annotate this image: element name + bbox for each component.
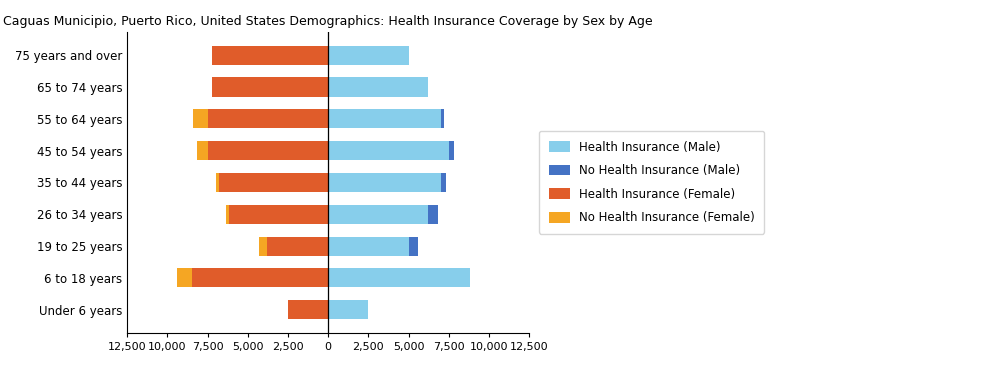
- Bar: [328, 173, 440, 192]
- Bar: [213, 77, 328, 97]
- Legend: Health Insurance (Male), No Health Insurance (Male), Health Insurance (Female), : Health Insurance (Male), No Health Insur…: [539, 131, 764, 234]
- Title: Caguas Municipio, Puerto Rico, United States Demographics: Health Insurance Cove: Caguas Municipio, Puerto Rico, United St…: [3, 15, 653, 28]
- Bar: [208, 141, 328, 160]
- Bar: [328, 205, 427, 224]
- Bar: [328, 237, 409, 256]
- Bar: [328, 268, 470, 287]
- Bar: [267, 237, 328, 256]
- Bar: [440, 173, 445, 192]
- Bar: [328, 77, 427, 97]
- Bar: [440, 109, 444, 128]
- Bar: [328, 141, 449, 160]
- Bar: [229, 205, 328, 224]
- Bar: [328, 109, 440, 128]
- Bar: [227, 205, 229, 224]
- Bar: [177, 268, 191, 287]
- Bar: [409, 237, 419, 256]
- Bar: [216, 173, 219, 192]
- Bar: [449, 141, 454, 160]
- Bar: [208, 109, 328, 128]
- Bar: [219, 173, 328, 192]
- Bar: [193, 109, 208, 128]
- Bar: [288, 300, 328, 319]
- Bar: [197, 141, 208, 160]
- Bar: [328, 46, 409, 65]
- Bar: [259, 237, 267, 256]
- Bar: [191, 268, 328, 287]
- Bar: [427, 205, 437, 224]
- Bar: [328, 300, 368, 319]
- Bar: [213, 46, 328, 65]
